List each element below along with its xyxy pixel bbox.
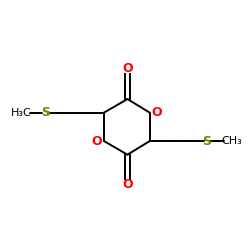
- Text: O: O: [122, 62, 133, 76]
- Text: O: O: [122, 178, 133, 191]
- Text: S: S: [202, 134, 211, 147]
- Text: O: O: [152, 106, 162, 119]
- Text: O: O: [91, 134, 102, 147]
- Text: S: S: [41, 106, 50, 119]
- Text: CH₃: CH₃: [221, 136, 242, 146]
- Text: H₃C: H₃C: [11, 108, 32, 118]
